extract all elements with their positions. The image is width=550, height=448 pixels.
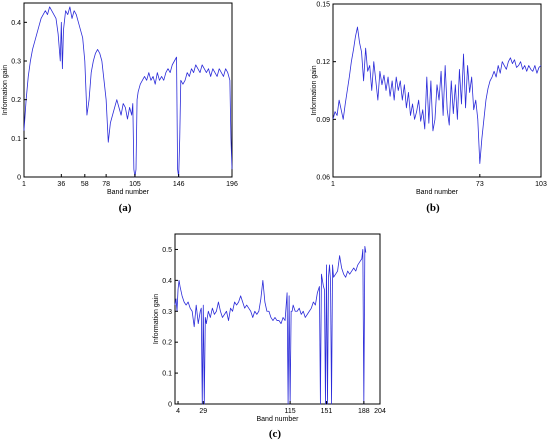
y-tick-label: 0.12 (316, 59, 330, 66)
y-tick-label: 0.2 (11, 97, 21, 104)
y-tick-label: 0.09 (316, 117, 330, 124)
chart-panel-1: 1 36 58 78 105 146 196 0 0.1 0.2 0.3 0.4 Band number… (2, 2, 238, 214)
y-tick-label: 0.15 (316, 2, 330, 9)
x-tick-label: 115 (285, 408, 296, 415)
plot-frame (174, 233, 381, 405)
x-tick-label: 73 (476, 181, 484, 188)
x-tick-label: 188 (358, 408, 370, 415)
y-tick-label: 0.3 (162, 309, 172, 316)
panel-caption: (a) (119, 202, 132, 214)
x-axis-label: Band number (256, 416, 299, 423)
x-tick-label: 103 (535, 181, 547, 188)
x-tick-label: 78 (102, 181, 110, 188)
y-axis-label: Information gain (2, 65, 9, 115)
y-tick-label: 0.4 (162, 278, 172, 285)
x-tick-label: 4 (176, 408, 180, 415)
y-tick-label: 0.06 (316, 175, 330, 182)
data-series-line (174, 245, 367, 405)
x-tick-label: 146 (173, 181, 185, 188)
y-tick-label: 0.5 (162, 247, 172, 254)
x-axis-label: Band number (416, 189, 459, 196)
x-axis-label: Band number (107, 189, 150, 196)
y-axis-label: Information gain (153, 294, 160, 344)
y-tick-label: 0.4 (11, 20, 21, 27)
y-tick-label: 0.1 (11, 136, 21, 143)
x-tick-label: 58 (81, 181, 89, 188)
y-tick-label: 0.1 (162, 371, 172, 378)
panel-caption: (b) (426, 202, 440, 214)
plot-frame (332, 3, 542, 178)
x-tick-label: 1 (331, 181, 335, 188)
chart-panel-2: 1 73 103 0.06 0.09 0.12 0.15 Band number Informa… (311, 2, 547, 215)
data-series-line (23, 6, 233, 178)
x-tick-label: 204 (374, 408, 386, 415)
x-tick-label: 105 (129, 181, 141, 188)
y-axis-label: Information gain (311, 65, 318, 115)
x-tick-label: 29 (199, 408, 207, 415)
panel-caption: (c) (269, 428, 282, 440)
y-tick-label: 0.2 (162, 340, 172, 347)
y-tick-label: 0 (168, 402, 172, 409)
x-tick-label: 1 (22, 181, 26, 188)
x-tick-label: 151 (321, 408, 333, 415)
chart-panel-3: 4 29 115 151 188 204 0 0.1 0.2 0.3 0.4 0.5 Band numb… (153, 233, 386, 440)
x-tick-label: 36 (57, 181, 65, 188)
plot-frame (23, 2, 233, 178)
y-tick-label: 0.3 (11, 59, 21, 66)
y-tick-label: 0 (17, 175, 21, 182)
data-series-line (332, 26, 542, 164)
x-tick-label: 196 (226, 181, 238, 188)
